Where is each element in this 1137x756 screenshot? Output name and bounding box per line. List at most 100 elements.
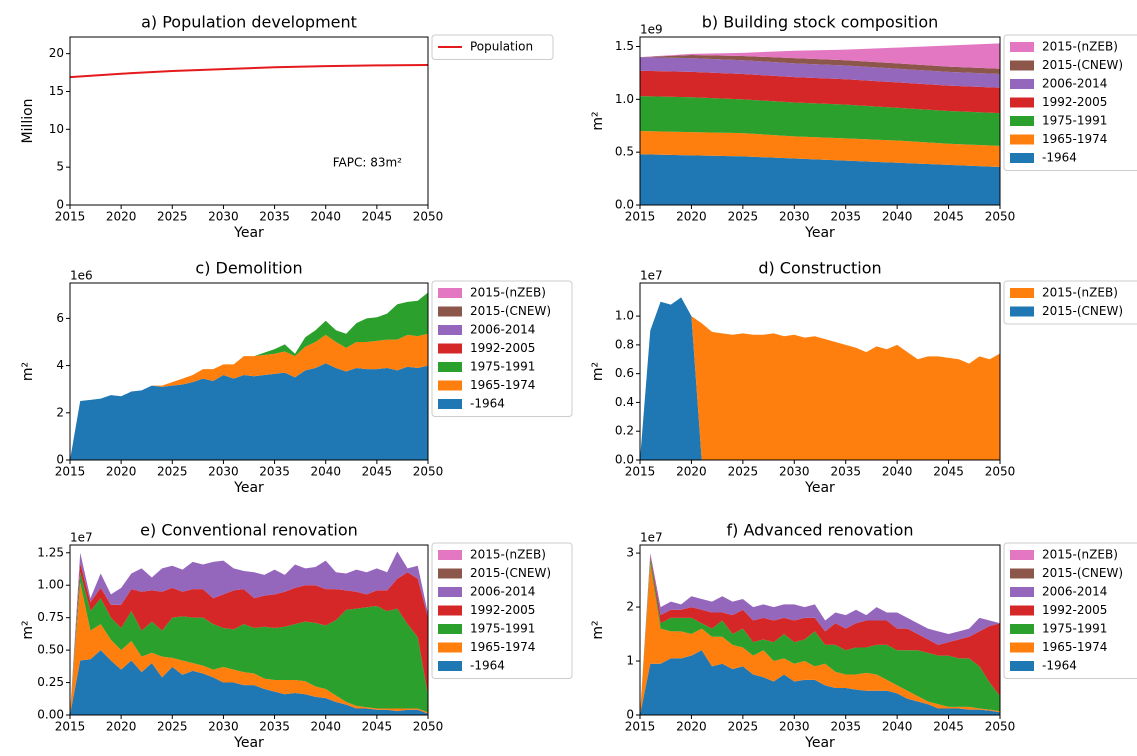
legend-swatch [438, 661, 462, 671]
legend-label: 1975-1991 [1042, 622, 1107, 636]
area [640, 297, 1000, 460]
legend-swatch [1010, 153, 1034, 163]
legend-box [1003, 542, 1137, 679]
plot-area [640, 553, 1000, 715]
line [70, 64, 428, 79]
y-tick-label: 0.75 [37, 610, 64, 624]
area [640, 558, 1000, 715]
legend-swatch [1010, 642, 1034, 653]
x-tick-label: 2020 [106, 465, 137, 479]
x-tick-label: 2020 [676, 210, 707, 224]
legend-swatch [438, 325, 462, 335]
area [70, 333, 428, 460]
axes-frame [639, 36, 1001, 206]
area [640, 563, 1000, 715]
legend-swatch [438, 568, 462, 579]
y-tick-label: 0 [56, 453, 64, 467]
legend-swatch [1010, 550, 1034, 560]
legend-swatch [438, 288, 462, 298]
chart-title: e) Conventional renovation [140, 521, 358, 540]
panel: 2015 2020 2025 2030 2035 2040 2045 2050 0 1 2 3 f) A… [590, 521, 1137, 751]
legend-label: 2006-2014 [1042, 77, 1107, 91]
legend-label: 1965-1974 [1042, 132, 1107, 146]
legend-label: -1964 [470, 397, 505, 411]
legend-label: 2015-(nZEB) [1042, 286, 1118, 300]
x-tick-label: 2045 [362, 720, 393, 734]
panel: 2015 2020 2025 2030 2035 2040 2045 2050 0.0 0.2 0.… [590, 259, 1137, 496]
legend-label: 2015-(nZEB) [1042, 40, 1118, 54]
legend-swatch [438, 399, 462, 409]
legend-label: 1975-1991 [470, 360, 535, 374]
y-axis-label: m² [20, 620, 36, 639]
legend-box [431, 280, 573, 417]
x-axis-label: Year [233, 480, 264, 496]
area [640, 43, 1000, 69]
chart-title: c) Demolition [195, 259, 302, 278]
y-tick-label: 1.0 [615, 92, 634, 106]
legend-box [1003, 34, 1137, 171]
legend-label: 1965-1974 [1042, 640, 1107, 654]
y-tick-label: 4 [56, 358, 64, 372]
x-tick-label: 2015 [625, 210, 656, 224]
x-tick-label: 2040 [882, 210, 913, 224]
y-tick-label: 0.2 [615, 424, 634, 438]
y-tick-label: 5 [56, 160, 64, 174]
x-tick-label: 2040 [310, 465, 341, 479]
legend-label: 2015-(CNEW) [1042, 304, 1123, 318]
x-tick-label: 2040 [310, 720, 341, 734]
legend-label: 2015-(CNEW) [1042, 566, 1123, 580]
plot-area [640, 43, 1000, 205]
legend-box [431, 34, 554, 60]
x-tick-label: 2040 [882, 465, 913, 479]
legend-swatch [1010, 587, 1034, 597]
legend-label: 2006-2014 [1042, 585, 1107, 599]
legend-swatch [1010, 661, 1034, 671]
x-axis-label: Year [804, 480, 835, 496]
legend-swatch [438, 624, 462, 634]
plot-area [70, 551, 428, 715]
area [640, 70, 1000, 114]
x-axis-label: Year [233, 225, 264, 241]
legend-label: 1975-1991 [470, 622, 535, 636]
legend-label: 2015-(CNEW) [470, 304, 551, 318]
x-axis-label: Year [804, 735, 835, 751]
legend-swatch [438, 605, 462, 616]
y-tick-label: 0.0 [615, 453, 634, 467]
x-tick-label: 2050 [413, 210, 444, 224]
x-tick-label: 2025 [157, 465, 188, 479]
x-tick-label: 2045 [933, 720, 964, 734]
y-tick-label: 0 [626, 708, 634, 722]
panel: 2015 2020 2025 2030 2035 2040 2045 2050 0.0 0.5 1.… [590, 13, 1137, 241]
y-tick-label: 6 [56, 311, 64, 325]
offset-label: 1e7 [70, 531, 93, 545]
legend-label: -1964 [1042, 151, 1077, 165]
x-tick-label: 2020 [106, 210, 137, 224]
area [640, 297, 1000, 460]
y-tick-label: 1.5 [615, 39, 634, 53]
x-tick-label: 2045 [933, 210, 964, 224]
y-axis-label: m² [590, 362, 606, 381]
x-tick-label: 2015 [625, 465, 656, 479]
y-tick-label: 0.6 [615, 366, 634, 380]
legend-label: 1975-1991 [1042, 114, 1107, 128]
legend-swatch [438, 550, 462, 560]
area [70, 572, 428, 715]
legend-swatch [1010, 97, 1034, 108]
y-tick-label: 2 [626, 600, 634, 614]
legend-swatch [1010, 306, 1034, 317]
legend-label: 2015-(nZEB) [470, 286, 546, 300]
area [640, 555, 1000, 715]
x-tick-label: 2025 [728, 465, 759, 479]
offset-label: 1e7 [640, 269, 663, 283]
x-tick-label: 2020 [106, 720, 137, 734]
legend-box [431, 542, 573, 679]
legend-box [1003, 280, 1137, 325]
y-tick-label: 0.25 [37, 675, 64, 689]
x-tick-label: 2015 [55, 210, 86, 224]
y-tick-label: 2 [56, 405, 64, 419]
x-tick-label: 2045 [362, 210, 393, 224]
x-tick-label: 2030 [208, 720, 239, 734]
x-tick-label: 2025 [728, 210, 759, 224]
x-tick-label: 2035 [259, 720, 290, 734]
